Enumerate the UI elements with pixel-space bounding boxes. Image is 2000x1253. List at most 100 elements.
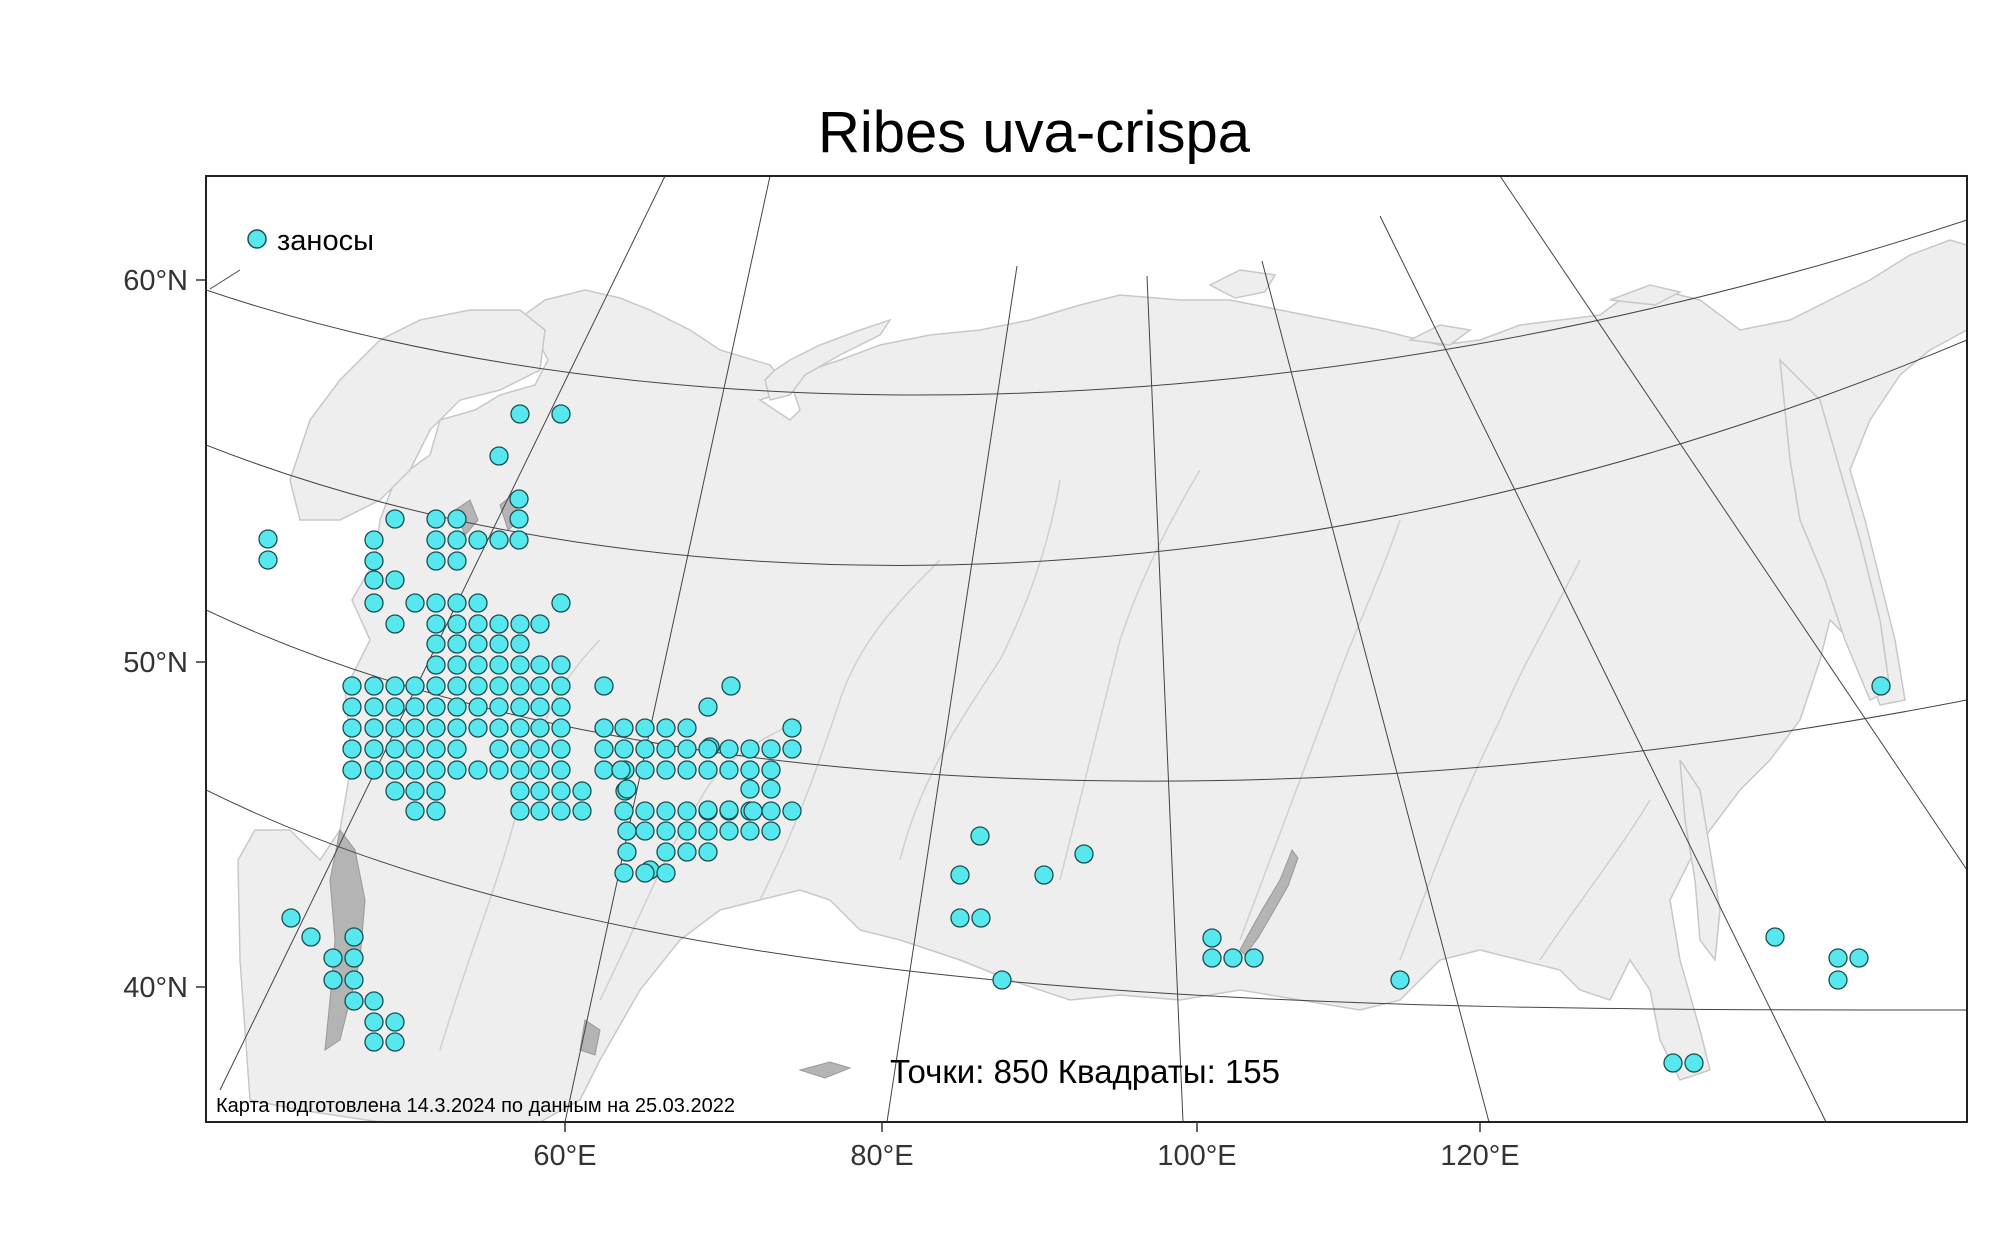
occurrence-marker: [468, 593, 488, 613]
occurrence-marker: [761, 821, 781, 841]
occurrence-marker: [1034, 865, 1054, 885]
occurrence-marker: [721, 676, 741, 696]
occurrence-marker: [551, 739, 571, 759]
occurrence-marker: [385, 614, 405, 634]
occurrence-marker: [530, 697, 550, 717]
occurrence-marker: [970, 826, 990, 846]
occurrence-marker: [509, 530, 529, 550]
lon-line-3: [886, 265, 1018, 1122]
occurrence-marker: [385, 1032, 405, 1052]
occurrence-marker: [1765, 927, 1785, 947]
occurrence-marker: [551, 655, 571, 675]
occurrence-marker: [719, 800, 739, 820]
occurrence-marker: [405, 739, 425, 759]
occurrence-marker: [344, 927, 364, 947]
occurrence-marker: [530, 801, 550, 821]
occurrence-marker: [656, 842, 676, 862]
occurrence-marker: [677, 842, 697, 862]
occurrence-marker: [364, 1032, 384, 1052]
lake-balkhash: [798, 1061, 852, 1079]
occurrence-marker: [447, 593, 467, 613]
occurrence-marker: [510, 739, 530, 759]
occurrence-marker: [572, 801, 592, 821]
occurrence-marker: [656, 718, 676, 738]
occurrence-marker: [364, 1012, 384, 1032]
occurrence-marker: [551, 760, 571, 780]
occurrence-marker: [1244, 948, 1264, 968]
occurrence-marker: [551, 718, 571, 738]
occurrence-marker: [719, 821, 739, 841]
occurrence-marker: [594, 760, 614, 780]
occurrence-markers: [258, 404, 1891, 1073]
occurrence-marker: [1828, 948, 1848, 968]
occurrence-marker: [468, 697, 488, 717]
occurrence-marker: [426, 781, 446, 801]
occurrence-marker: [719, 760, 739, 780]
occurrence-marker: [385, 570, 405, 590]
occurrence-marker: [364, 551, 384, 571]
occurrence-marker: [677, 739, 697, 759]
occurrence-marker: [426, 801, 446, 821]
occurrence-marker: [468, 634, 488, 654]
occurrence-marker: [447, 551, 467, 571]
occurrence-marker: [719, 739, 739, 759]
occurrence-marker: [761, 801, 781, 821]
occurrence-marker: [489, 614, 509, 634]
legend-marker: [247, 229, 267, 249]
occurrence-marker: [342, 739, 362, 759]
occurrence-marker: [468, 530, 488, 550]
occurrence-marker: [510, 718, 530, 738]
occurrence-marker: [344, 991, 364, 1011]
occurrence-marker: [323, 948, 343, 968]
lat-arc-3: [206, 789, 1967, 1011]
lat-label-50: 50°N: [123, 647, 188, 679]
occurrence-marker: [635, 801, 655, 821]
occurrence-marker: [1663, 1053, 1683, 1073]
occurrence-marker: [426, 655, 446, 675]
occurrence-marker: [426, 760, 446, 780]
occurrence-marker: [551, 697, 571, 717]
occurrence-marker: [614, 801, 634, 821]
occurrence-marker: [447, 530, 467, 550]
lon-label-80: 80°E: [850, 1140, 913, 1172]
occurrence-marker: [530, 655, 550, 675]
occurrence-marker: [426, 551, 446, 571]
occurrence-marker: [426, 739, 446, 759]
occurrence-marker: [971, 908, 991, 928]
occurrence-marker: [447, 718, 467, 738]
occurrence-marker: [698, 739, 718, 759]
occurrence-marker: [447, 697, 467, 717]
lon-line-8: [209, 269, 241, 290]
lon-line-7: [1499, 176, 1967, 871]
occurrence-marker: [551, 404, 571, 424]
occurrence-marker: [405, 593, 425, 613]
occurrence-marker: [364, 739, 384, 759]
occurrence-marker: [740, 821, 760, 841]
occurrence-marker: [611, 760, 631, 780]
occurrence-marker: [364, 991, 384, 1011]
occurrence-marker: [698, 821, 718, 841]
occurrence-marker: [740, 739, 760, 759]
occurrence-marker: [677, 718, 697, 738]
occurrence-marker: [594, 739, 614, 759]
graticule: [206, 176, 1967, 1122]
occurrence-marker: [614, 718, 634, 738]
land-mass: [237, 239, 1967, 1122]
lat-arc-4: [206, 219, 1967, 396]
occurrence-marker: [385, 1012, 405, 1032]
occurrence-marker: [614, 863, 634, 883]
occurrence-marker: [426, 676, 446, 696]
occurrence-marker: [1390, 970, 1410, 990]
occurrence-marker: [614, 739, 634, 759]
occurrence-marker: [635, 821, 655, 841]
occurrence-marker: [405, 697, 425, 717]
occurrence-marker: [344, 948, 364, 968]
occurrence-marker: [489, 634, 509, 654]
occurrence-marker: [510, 404, 530, 424]
lat-arc-1: [206, 339, 1967, 566]
occurrence-marker: [782, 739, 802, 759]
occurrence-marker: [992, 970, 1012, 990]
occurrence-marker: [447, 739, 467, 759]
occurrence-marker: [635, 739, 655, 759]
